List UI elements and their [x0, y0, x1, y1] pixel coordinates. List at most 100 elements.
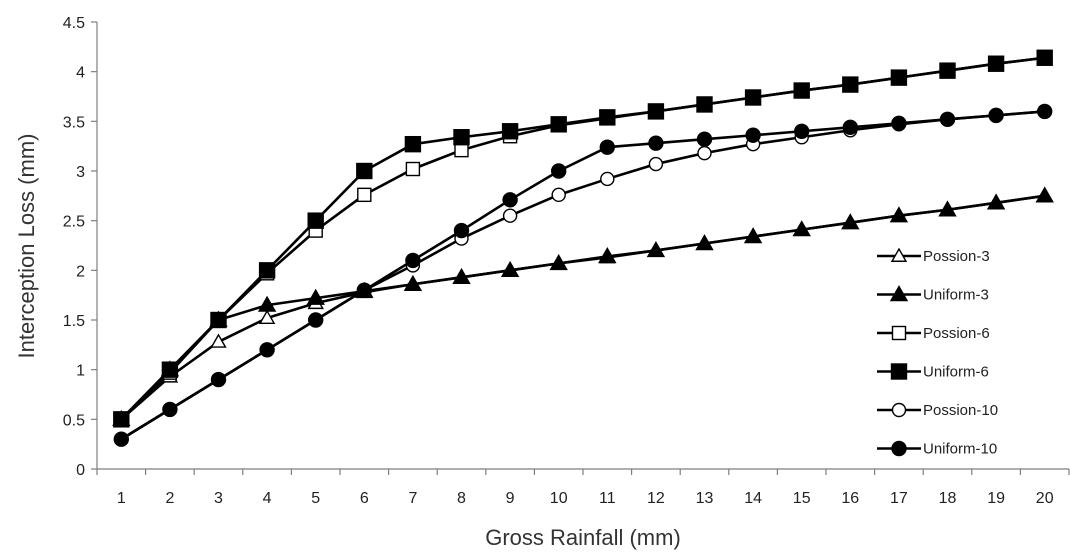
data-point — [842, 119, 858, 135]
data-point — [600, 171, 615, 187]
data-point — [405, 161, 421, 177]
data-point — [501, 123, 519, 140]
data-point — [258, 309, 276, 324]
data-point — [308, 312, 324, 328]
data-point — [1035, 186, 1054, 203]
data-point — [793, 82, 810, 99]
x-tick-label: 16 — [841, 490, 859, 507]
legend: Possion-3 Uniform-3 Possion-6 Uniform-6 Poss… — [877, 247, 998, 458]
data-point — [986, 193, 1006, 210]
data-point — [307, 212, 324, 229]
x-tick-label: 10 — [550, 490, 568, 507]
y-tick-label: 1.5 — [63, 313, 85, 330]
data-point — [889, 206, 909, 223]
data-point — [210, 371, 227, 388]
series-line — [120, 194, 1045, 421]
y-tick-label: 2.5 — [63, 214, 85, 231]
y-tick-label: 1 — [76, 363, 85, 380]
data-point — [599, 109, 616, 126]
data-point — [695, 234, 714, 251]
series-uniform-6 — [113, 49, 1053, 428]
data-point — [696, 96, 713, 113]
x-tick-label: 9 — [506, 490, 515, 507]
data-point — [648, 135, 664, 151]
axes: 00.511.522.533.544.51 2 3 4 5 6 7 8 9 10 11 12 13 14 1… — [63, 15, 1070, 507]
data-point — [502, 208, 518, 223]
data-point — [258, 262, 276, 279]
data-point — [939, 62, 956, 79]
data-point — [744, 89, 762, 106]
y-tick-label: 4 — [76, 65, 85, 82]
data-point — [987, 55, 1005, 72]
data-point — [939, 111, 956, 128]
y-tick-label: 4.5 — [63, 15, 85, 32]
data-point — [792, 220, 811, 237]
data-point — [306, 288, 325, 305]
legend-marker — [890, 247, 908, 262]
legend-label: Possion-6 — [923, 325, 990, 342]
data-point — [454, 142, 469, 158]
legend-marker — [889, 285, 909, 302]
data-point — [113, 411, 130, 428]
data-point — [842, 76, 859, 93]
y-tick-label: 3 — [76, 164, 85, 181]
data-point — [257, 295, 277, 312]
y-tick-label: 0 — [76, 462, 85, 479]
data-point — [161, 361, 179, 378]
y-tick-label: 2 — [76, 263, 85, 280]
data-point — [549, 253, 568, 271]
legend-item: Uniform-6 — [877, 363, 989, 381]
data-point — [648, 156, 664, 172]
data-point — [453, 222, 470, 239]
series-possion-10 — [114, 104, 1052, 447]
data-point — [598, 247, 617, 264]
series-line — [120, 110, 1045, 441]
legend-item: Uniform-10 — [877, 441, 997, 458]
data-point — [550, 116, 567, 133]
legend-marker — [891, 402, 907, 418]
x-axis-title: Gross Rainfall (mm) — [485, 525, 681, 550]
data-point — [890, 69, 908, 86]
series-possion-6 — [114, 50, 1052, 427]
data-point — [259, 342, 275, 358]
legend-item: Possion-10 — [877, 402, 998, 419]
x-tick-label: 6 — [360, 490, 369, 507]
x-tick-label: 18 — [939, 490, 957, 507]
legend-item: Possion-6 — [877, 325, 990, 342]
legend-label: Uniform-6 — [923, 364, 989, 381]
data-point — [210, 311, 227, 329]
x-tick-label: 11 — [599, 490, 616, 507]
data-point — [113, 431, 130, 447]
data-point — [647, 103, 665, 120]
x-tick-label: 13 — [696, 490, 714, 507]
data-point — [599, 139, 615, 155]
series-layer — [112, 49, 1054, 447]
x-tick-label: 7 — [408, 490, 417, 507]
x-tick-label: 8 — [457, 490, 466, 507]
data-point — [551, 187, 566, 203]
legend-label: Uniform-3 — [923, 287, 989, 304]
data-point — [502, 192, 518, 208]
data-point — [696, 131, 713, 147]
x-tick-label: 14 — [744, 490, 762, 507]
legend-label: Uniform-10 — [923, 441, 997, 458]
data-point — [938, 200, 957, 217]
x-tick-label: 2 — [165, 490, 174, 507]
series-uniform-3 — [112, 186, 1054, 427]
y-tick-label: 3.5 — [63, 114, 85, 131]
data-point — [551, 163, 567, 179]
legend-label: Possion-10 — [923, 402, 998, 419]
data-point — [841, 213, 860, 230]
legend-marker — [891, 440, 907, 457]
series-uniform-10 — [113, 103, 1053, 447]
data-point — [356, 162, 373, 180]
data-point — [745, 127, 761, 143]
data-point — [210, 333, 227, 348]
series-possion-3 — [113, 187, 1053, 426]
data-point — [403, 274, 423, 291]
data-point — [1036, 49, 1053, 66]
data-point — [794, 123, 810, 139]
data-point — [697, 145, 712, 161]
data-point — [646, 241, 666, 258]
